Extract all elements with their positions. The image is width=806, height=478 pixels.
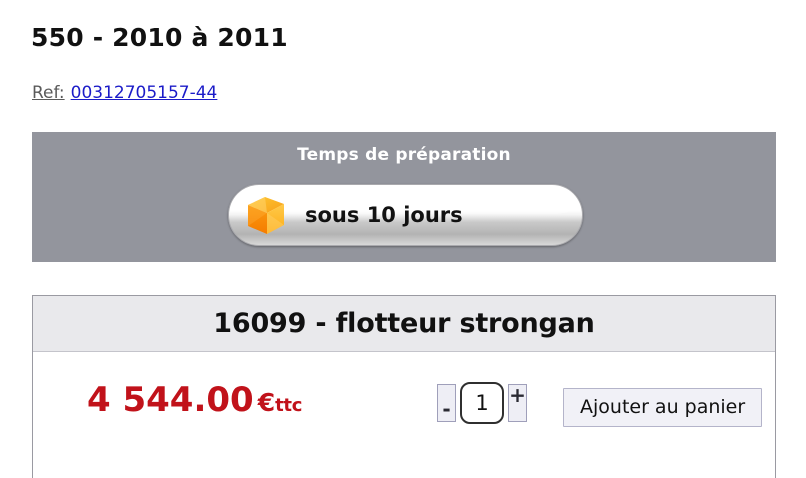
preparation-delay-button[interactable]: sous 10 jours [228,184,583,246]
product-header: 16099 - flotteur strongan [33,296,775,352]
preparation-time-banner: Temps de préparation [32,132,776,262]
price-amount: 4 544.00 [87,380,254,420]
quantity-stepper[interactable]: - + [437,381,527,425]
page-title: 550 - 2010 à 2011 [31,23,288,52]
reference-label: Ref: [32,83,65,103]
reference-link[interactable]: 00312705157-44 [70,83,218,103]
preparation-time-title: Temps de préparation [297,145,511,165]
product-panel: 16099 - flotteur strongan 4 544.00 €ttc -… [32,295,776,478]
quantity-input[interactable] [460,382,504,424]
price-tax-suffix: ttc [275,395,303,416]
product-body: 4 544.00€ttc - + Ajouter au panier [33,352,775,478]
preparation-delay-label: sous 10 jours [305,203,463,227]
quantity-increase-button[interactable]: + [508,384,527,422]
quantity-decrease-button[interactable]: - [437,384,456,422]
orange-box-icon [243,192,289,238]
product-price: 4 544.00 €ttc [87,383,302,417]
add-to-cart-button[interactable]: Ajouter au panier [563,388,763,427]
reference-line: Ref: 00312705157-44 [32,85,217,102]
price-currency: € [257,388,276,417]
product-title: 16099 - flotteur strongan [213,308,595,339]
